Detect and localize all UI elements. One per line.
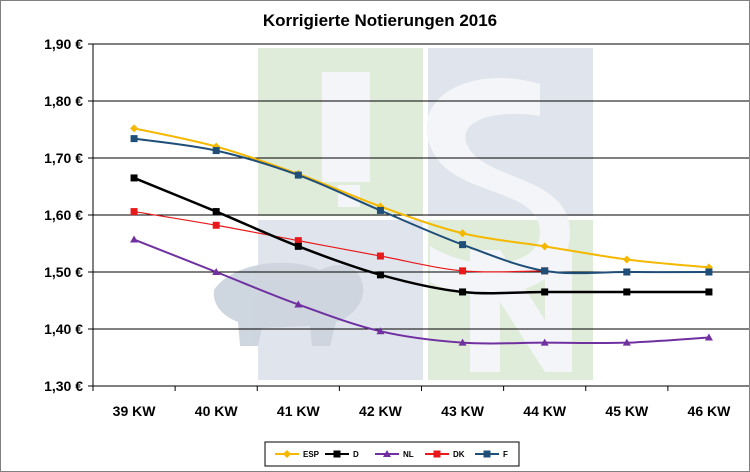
data-point-dk bbox=[130, 208, 138, 216]
data-point-esp bbox=[540, 242, 549, 251]
data-point-nl bbox=[458, 338, 467, 346]
data-point-nl bbox=[294, 300, 303, 308]
y-tick-label: 1,60 € bbox=[44, 207, 83, 223]
data-point-f bbox=[705, 268, 713, 276]
data-point-esp bbox=[458, 229, 467, 238]
data-point-dk bbox=[294, 237, 302, 245]
chart-title: Korrigierte Notierungen 2016 bbox=[263, 11, 497, 30]
data-point-f bbox=[376, 206, 384, 214]
legend-marker-f bbox=[483, 450, 491, 458]
data-point-f bbox=[294, 171, 302, 179]
data-point-d bbox=[459, 288, 467, 296]
data-point-f bbox=[212, 147, 220, 155]
y-tick-label: 1,40 € bbox=[44, 321, 83, 337]
legend-label-d: D bbox=[353, 450, 359, 459]
data-point-d bbox=[623, 288, 631, 296]
legend-marker-nl bbox=[383, 450, 391, 457]
data-point-d bbox=[294, 242, 302, 250]
data-point-dk bbox=[212, 221, 220, 229]
data-point-d bbox=[705, 288, 713, 296]
legend-label-f: F bbox=[503, 450, 508, 459]
y-tick-label: 1,80 € bbox=[44, 93, 83, 109]
data-point-f bbox=[541, 267, 549, 275]
legend-label-dk: DK bbox=[453, 450, 465, 459]
data-point-d bbox=[212, 208, 220, 216]
data-point-f bbox=[459, 241, 467, 249]
legend-marker-dk bbox=[433, 450, 441, 458]
y-tick-label: 1,90 € bbox=[44, 36, 83, 52]
y-tick-label: 1,50 € bbox=[44, 264, 83, 280]
watermark-logo bbox=[213, 48, 593, 380]
x-tick-label: 46 KW bbox=[688, 403, 732, 419]
data-point-nl bbox=[376, 327, 385, 335]
legend-label-nl: NL bbox=[403, 450, 414, 459]
x-tick-label: 40 KW bbox=[195, 403, 239, 419]
x-tick-label: 43 KW bbox=[441, 403, 485, 419]
x-tick-label: 41 KW bbox=[277, 403, 321, 419]
series bbox=[130, 124, 713, 346]
data-point-d bbox=[541, 288, 549, 296]
data-point-d bbox=[130, 174, 138, 182]
data-point-esp bbox=[130, 124, 139, 133]
x-tick-label: 39 KW bbox=[113, 403, 157, 419]
data-point-esp bbox=[622, 255, 631, 264]
series-line-nl bbox=[133, 238, 710, 345]
x-tick-label: 42 KW bbox=[359, 403, 403, 419]
data-point-nl bbox=[622, 338, 631, 346]
x-tick-label: 45 KW bbox=[605, 403, 649, 419]
data-point-dk bbox=[376, 252, 384, 260]
series-line-dk bbox=[133, 210, 545, 273]
legend-marker-d bbox=[333, 450, 341, 458]
data-point-nl bbox=[704, 333, 713, 341]
data-point-nl bbox=[130, 235, 139, 243]
legend: ESP D NL DK F bbox=[275, 450, 508, 459]
data-point-nl bbox=[212, 268, 221, 275]
series-line-f bbox=[133, 137, 709, 275]
data-point-f bbox=[623, 268, 631, 276]
series-line-esp bbox=[133, 127, 710, 269]
data-point-d bbox=[376, 271, 384, 279]
data-point-f bbox=[130, 135, 138, 143]
data-point-dk bbox=[459, 267, 467, 275]
legend-marker-esp bbox=[283, 450, 291, 458]
axes: 1,30 € 1,40 € 1,50 € 1,60 € 1,70 € 1,80 € 1,90… bbox=[44, 36, 750, 419]
x-tick-label: 44 KW bbox=[523, 403, 567, 419]
data-point-nl bbox=[540, 338, 549, 346]
y-tick-label: 1,70 € bbox=[44, 150, 83, 166]
legend-label-esp: ESP bbox=[303, 450, 320, 459]
y-tick-label: 1,30 € bbox=[44, 378, 83, 394]
series-line-d bbox=[133, 176, 709, 295]
